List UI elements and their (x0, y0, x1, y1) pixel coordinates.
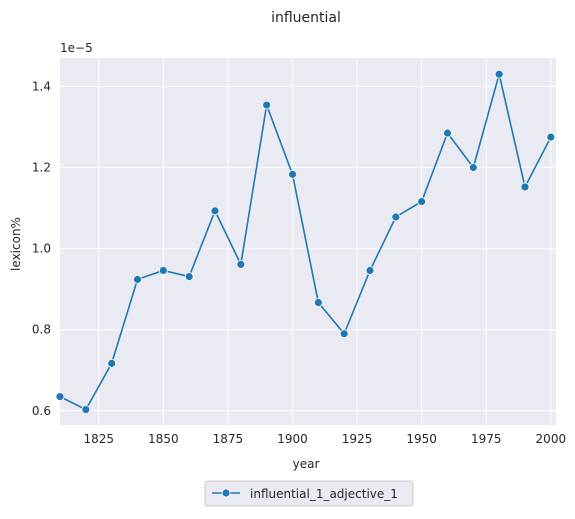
y-offset-label: 1e−5 (60, 41, 93, 55)
data-point (494, 69, 504, 79)
data-point (443, 128, 452, 138)
data-point (210, 206, 220, 216)
x-tick-label: 1850 (148, 432, 179, 446)
y-tick-label: 1.0 (32, 242, 51, 256)
y-tick-labels: 0.6 0.8 1.0 1.2 1.4 (32, 79, 51, 417)
data-point (184, 272, 194, 281)
data-point (417, 197, 427, 206)
legend-box (204, 480, 414, 507)
data-point (468, 163, 478, 172)
data-point (55, 392, 65, 402)
y-tick-label: 0.6 (32, 404, 51, 418)
x-tick-labels: 1825 1850 1875 1900 1925 1950 1975 2000 (83, 432, 566, 446)
data-point (288, 169, 297, 179)
x-tick-label: 1900 (277, 432, 308, 446)
x-tick-label: 1875 (213, 432, 244, 446)
data-point (339, 329, 349, 339)
data-point (546, 132, 556, 142)
x-tick-label: 1975 (471, 432, 502, 446)
data-point (365, 266, 375, 275)
series-points (55, 69, 556, 414)
data-point (391, 212, 401, 222)
data-point (133, 275, 142, 284)
x-tick-label: 1950 (406, 432, 437, 446)
y-tick-label: 1.4 (32, 79, 51, 93)
legend-marker-swatch (221, 488, 231, 498)
data-point (262, 100, 272, 110)
chart-title: influential (271, 10, 341, 26)
x-axis-label: year (293, 457, 320, 471)
data-point (107, 358, 117, 368)
data-point (520, 182, 530, 192)
y-tick-label: 1.2 (32, 160, 51, 174)
y-tick-label: 0.8 (32, 323, 51, 337)
x-tick-label: 2000 (536, 432, 567, 446)
data-point (81, 405, 91, 414)
plot-area (60, 58, 556, 425)
series-line (59, 74, 552, 411)
data-point (158, 266, 168, 275)
legend: influential_1_adjective_1 (204, 480, 414, 507)
legend-entry: influential_1_adjective_1 (250, 487, 398, 501)
data-point (313, 298, 323, 307)
data-point (236, 260, 246, 269)
x-tick-label: 1925 (342, 432, 373, 446)
x-tick-label: 1825 (83, 432, 114, 446)
y-axis-label: lexicon% (9, 217, 23, 271)
